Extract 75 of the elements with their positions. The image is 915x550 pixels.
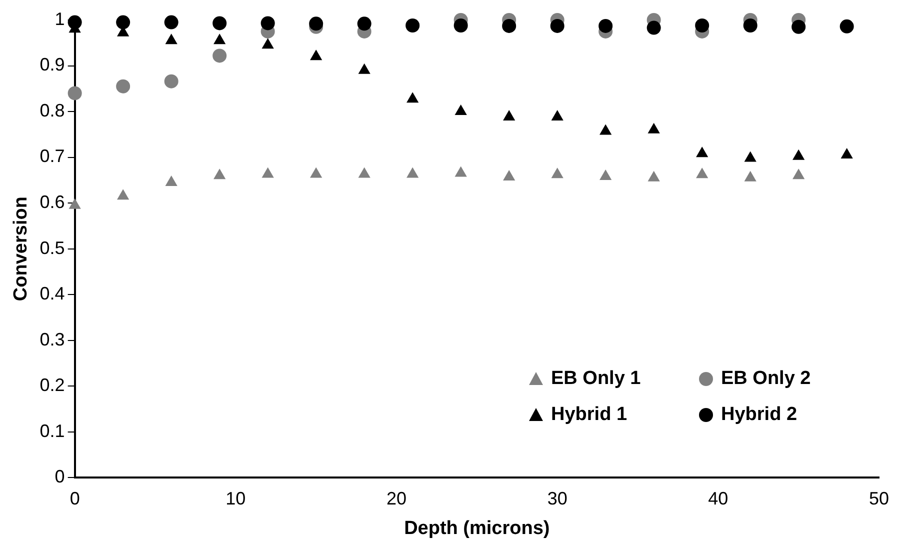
point [116,15,130,30]
point [550,18,564,33]
point [357,16,372,31]
y-tick-label: 0 [54,466,65,487]
point [212,16,227,30]
x-tick-label: 20 [386,488,407,508]
point [310,50,322,60]
point [164,15,178,30]
point [214,168,226,180]
point [600,170,612,180]
point [406,18,420,32]
y-tick-label: 0.6 [40,192,65,212]
point [696,168,708,178]
point [310,167,322,178]
point [598,18,613,33]
point [68,86,82,100]
point [116,79,130,94]
point [696,146,708,158]
point [262,167,274,178]
point [454,104,467,116]
point [600,124,612,135]
point [503,170,516,180]
point [744,151,756,162]
y-tick-label: 0.1 [40,420,65,441]
y-tick-label: 0.5 [40,238,65,258]
point [551,110,564,121]
y-tick-label: 0.8 [40,100,65,120]
point [260,16,275,30]
y-tick-label: 0.4 [40,284,65,304]
point [165,175,178,186]
legend-label: EB Only 2 [721,368,811,390]
point [792,20,806,34]
legend-label: EB Only 1 [551,368,641,390]
point [454,166,467,177]
point [68,198,81,209]
point [164,74,178,88]
point [743,18,758,32]
y-tick-label: 0.9 [40,54,65,75]
x-tick-label: 0 [70,488,80,508]
point [406,92,419,103]
y-tick-label: 0.7 [40,146,65,166]
x-axis-title: Depth (microns) [404,518,550,539]
point [744,170,756,182]
point [792,149,805,160]
point [262,38,274,49]
point [840,19,854,34]
y-tick-label: 0.2 [40,375,65,396]
point [68,15,82,30]
point [358,63,370,74]
point [840,148,853,158]
x-tick-label: 10 [226,488,246,508]
point [117,189,130,200]
legend-label: Hybrid 1 [551,404,628,426]
y-tick-label: 1 [54,8,65,29]
x-tick-label: 40 [708,488,728,508]
point [165,34,178,44]
point [695,18,710,32]
point [214,34,226,44]
point [648,122,660,134]
point [406,167,419,178]
point [503,110,516,121]
x-tick-label: 50 [868,488,890,508]
x-tick-label: 30 [547,488,568,508]
point [502,18,516,33]
point [551,168,564,178]
legend-label: Hybrid 2 [721,404,798,426]
point [309,16,324,31]
y-axis-title: Conversion [10,196,32,302]
point [212,48,227,63]
point [454,18,468,32]
point [648,170,660,182]
point [646,20,661,35]
point [358,167,370,178]
y-tick-label: 0.3 [40,329,65,350]
point [792,168,805,180]
